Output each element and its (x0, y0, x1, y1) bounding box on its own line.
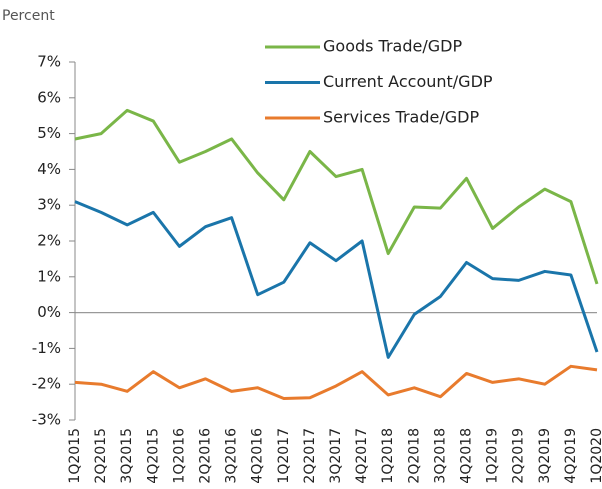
line (74, 364, 598, 401)
y-tick-label: 2% (37, 232, 61, 250)
line (74, 108, 599, 285)
y-tick-label: -1% (32, 339, 61, 357)
y-tick-label: 7% (37, 53, 61, 71)
x-tick-label: 1Q2016 (171, 428, 187, 484)
y-tick-label: 4% (37, 160, 61, 178)
y-tick-label: -2% (32, 375, 61, 393)
y-tick-label: 6% (37, 88, 61, 106)
y-tick-label: 3% (37, 196, 61, 214)
x-tick-label: 4Q2017 (354, 428, 370, 484)
x-tick-label: 1Q2020 (589, 428, 602, 484)
y-axis-label: Percent (2, 8, 55, 24)
legend-label: Goods Trade/GDP (323, 37, 462, 56)
x-tick-label: 1Q2018 (380, 428, 396, 484)
x-tick-label: 2Q2017 (302, 428, 318, 484)
x-tick-label: 1Q2015 (67, 428, 83, 484)
x-tick-label: 2Q2018 (406, 428, 422, 484)
x-tick-label: 3Q2019 (537, 428, 553, 484)
y-tick-label: 5% (37, 124, 61, 142)
x-tick-label: 3Q2015 (119, 428, 135, 484)
y-tick-label: 1% (37, 267, 61, 285)
x-tick-label: 2Q2019 (511, 428, 527, 484)
x-tick-label: 2Q2015 (93, 428, 109, 484)
x-tick-label: 3Q2016 (224, 428, 240, 484)
y-tick-label: -3% (32, 411, 61, 429)
x-tick-label: 2Q2016 (198, 428, 214, 484)
x-tick-label: 3Q2017 (328, 428, 344, 484)
legend-label: Current Account/GDP (323, 72, 493, 91)
x-tick-label: 1Q2019 (485, 428, 501, 484)
x-tick-label: 4Q2018 (459, 428, 475, 484)
x-tick-label: 4Q2019 (563, 428, 579, 484)
y-tick-label: 0% (37, 303, 61, 321)
x-tick-label: 4Q2015 (145, 428, 161, 484)
legend-label: Services Trade/GDP (323, 108, 479, 127)
x-tick-label: 3Q2018 (432, 428, 448, 484)
x-tick-label: 4Q2016 (250, 428, 266, 484)
x-tick-label: 1Q2017 (276, 428, 292, 484)
line (74, 200, 599, 359)
